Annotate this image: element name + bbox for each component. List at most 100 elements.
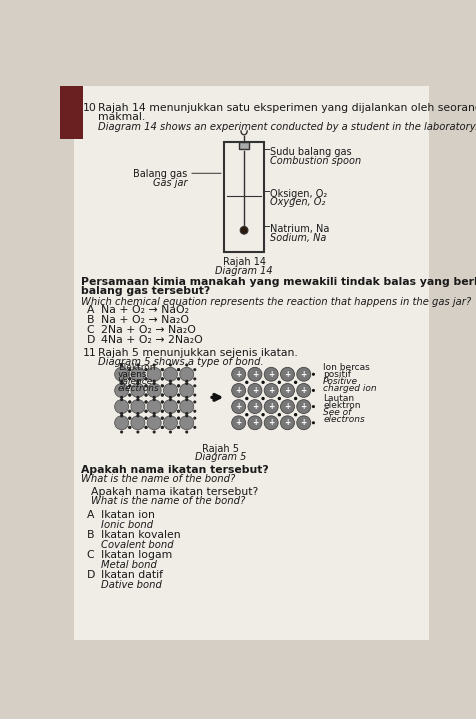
- Circle shape: [128, 416, 131, 420]
- Circle shape: [163, 367, 177, 381]
- Text: +: +: [235, 386, 241, 395]
- Circle shape: [144, 410, 147, 413]
- Circle shape: [248, 416, 261, 430]
- Circle shape: [296, 400, 310, 413]
- Circle shape: [185, 380, 188, 383]
- Circle shape: [163, 383, 177, 398]
- Circle shape: [114, 416, 129, 430]
- Text: Oxygen, O₂: Oxygen, O₂: [270, 197, 325, 207]
- Text: Ion bercas: Ion bercas: [322, 364, 369, 372]
- Text: Valence: Valence: [118, 377, 153, 386]
- Text: Elektron: Elektron: [118, 364, 155, 372]
- Text: Rajah 14: Rajah 14: [222, 257, 265, 267]
- Circle shape: [177, 410, 180, 413]
- Bar: [60, 86, 83, 139]
- Text: Diagram 5: Diagram 5: [195, 452, 246, 462]
- Text: +: +: [284, 386, 290, 395]
- Circle shape: [280, 367, 294, 381]
- Circle shape: [177, 400, 180, 403]
- Text: Ikatan datif: Ikatan datif: [100, 570, 162, 580]
- Circle shape: [120, 364, 123, 367]
- Text: electrons: electrons: [322, 415, 364, 424]
- Circle shape: [120, 398, 123, 401]
- Circle shape: [185, 398, 188, 401]
- Text: A: A: [87, 305, 94, 315]
- Circle shape: [264, 367, 278, 381]
- Circle shape: [136, 382, 139, 385]
- Circle shape: [160, 368, 163, 371]
- Circle shape: [128, 368, 131, 371]
- Circle shape: [248, 367, 261, 381]
- Text: valens: valens: [118, 370, 147, 380]
- Circle shape: [144, 416, 147, 420]
- Circle shape: [185, 382, 188, 385]
- Circle shape: [261, 397, 264, 400]
- Circle shape: [169, 412, 172, 415]
- Circle shape: [160, 393, 164, 397]
- Text: charged ion: charged ion: [322, 384, 376, 393]
- Circle shape: [169, 414, 172, 418]
- Circle shape: [280, 416, 294, 430]
- Text: 10: 10: [83, 104, 97, 113]
- Circle shape: [152, 431, 155, 434]
- Circle shape: [177, 368, 180, 371]
- Circle shape: [160, 384, 164, 388]
- Circle shape: [231, 367, 245, 381]
- Text: Na + O₂ → NaO₂: Na + O₂ → NaO₂: [100, 305, 188, 315]
- Circle shape: [114, 400, 129, 413]
- Circle shape: [128, 416, 131, 420]
- Text: elektron: elektron: [322, 401, 360, 411]
- Text: +: +: [268, 386, 274, 395]
- Circle shape: [128, 426, 131, 429]
- Circle shape: [185, 364, 188, 367]
- Circle shape: [120, 382, 123, 385]
- Text: D: D: [87, 335, 95, 345]
- Circle shape: [136, 412, 139, 415]
- Text: C: C: [87, 325, 94, 335]
- Text: +: +: [235, 370, 241, 379]
- Circle shape: [296, 383, 310, 398]
- Circle shape: [120, 396, 123, 399]
- Circle shape: [144, 368, 148, 371]
- Circle shape: [160, 400, 164, 403]
- Circle shape: [185, 396, 188, 399]
- Circle shape: [144, 377, 148, 380]
- Circle shape: [169, 382, 172, 385]
- Circle shape: [193, 377, 196, 380]
- Circle shape: [245, 380, 248, 384]
- Circle shape: [130, 367, 145, 381]
- Circle shape: [160, 377, 164, 380]
- Circle shape: [152, 412, 155, 415]
- Circle shape: [193, 426, 196, 429]
- Text: Persamaan kimia manakah yang mewakili tindak balas yang berlaku dalam: Persamaan kimia manakah yang mewakili ti…: [81, 278, 476, 287]
- Circle shape: [144, 400, 147, 403]
- Text: A: A: [87, 510, 94, 520]
- Circle shape: [160, 393, 163, 397]
- Circle shape: [240, 226, 248, 234]
- Text: Rajah 5: Rajah 5: [202, 444, 239, 454]
- Circle shape: [147, 416, 161, 430]
- Text: B: B: [87, 530, 94, 540]
- Circle shape: [144, 384, 147, 388]
- Text: +: +: [300, 370, 306, 379]
- Circle shape: [177, 416, 179, 420]
- Circle shape: [277, 413, 280, 416]
- Text: +: +: [251, 418, 258, 427]
- Circle shape: [120, 431, 123, 434]
- Text: D: D: [87, 570, 95, 580]
- Circle shape: [144, 368, 147, 371]
- Circle shape: [177, 393, 179, 397]
- Text: +: +: [284, 402, 290, 411]
- Text: What is the name of the bond?: What is the name of the bond?: [81, 475, 235, 485]
- Text: Rajah 14 menunjukkan satu eksperimen yang dijalankan oleh seorang murid di: Rajah 14 menunjukkan satu eksperimen yan…: [98, 104, 476, 113]
- Circle shape: [144, 426, 148, 429]
- Text: +: +: [300, 418, 306, 427]
- Circle shape: [231, 416, 245, 430]
- Circle shape: [144, 410, 148, 413]
- Circle shape: [177, 377, 180, 380]
- Circle shape: [128, 384, 131, 388]
- Text: +: +: [235, 402, 241, 411]
- Circle shape: [163, 416, 177, 430]
- Circle shape: [120, 414, 123, 418]
- Text: Which chemical equation represents the reaction that happens in the gas jar?: Which chemical equation represents the r…: [81, 297, 470, 307]
